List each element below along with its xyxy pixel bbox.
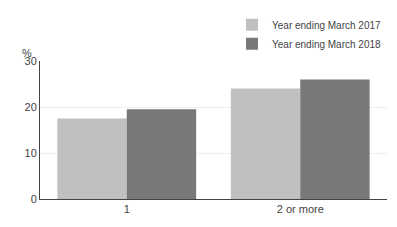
svg-text:Year ending March 2017: Year ending March 2017	[272, 20, 381, 31]
svg-text:%: %	[22, 47, 32, 59]
svg-text:30: 30	[25, 55, 37, 67]
svg-text:Year ending March 2018: Year ending March 2018	[272, 39, 381, 50]
svg-text:10: 10	[25, 147, 37, 159]
svg-text:0: 0	[31, 193, 37, 205]
svg-text:1: 1	[124, 203, 130, 215]
svg-text:2 or more: 2 or more	[277, 203, 324, 215]
svg-text:20: 20	[25, 101, 37, 113]
